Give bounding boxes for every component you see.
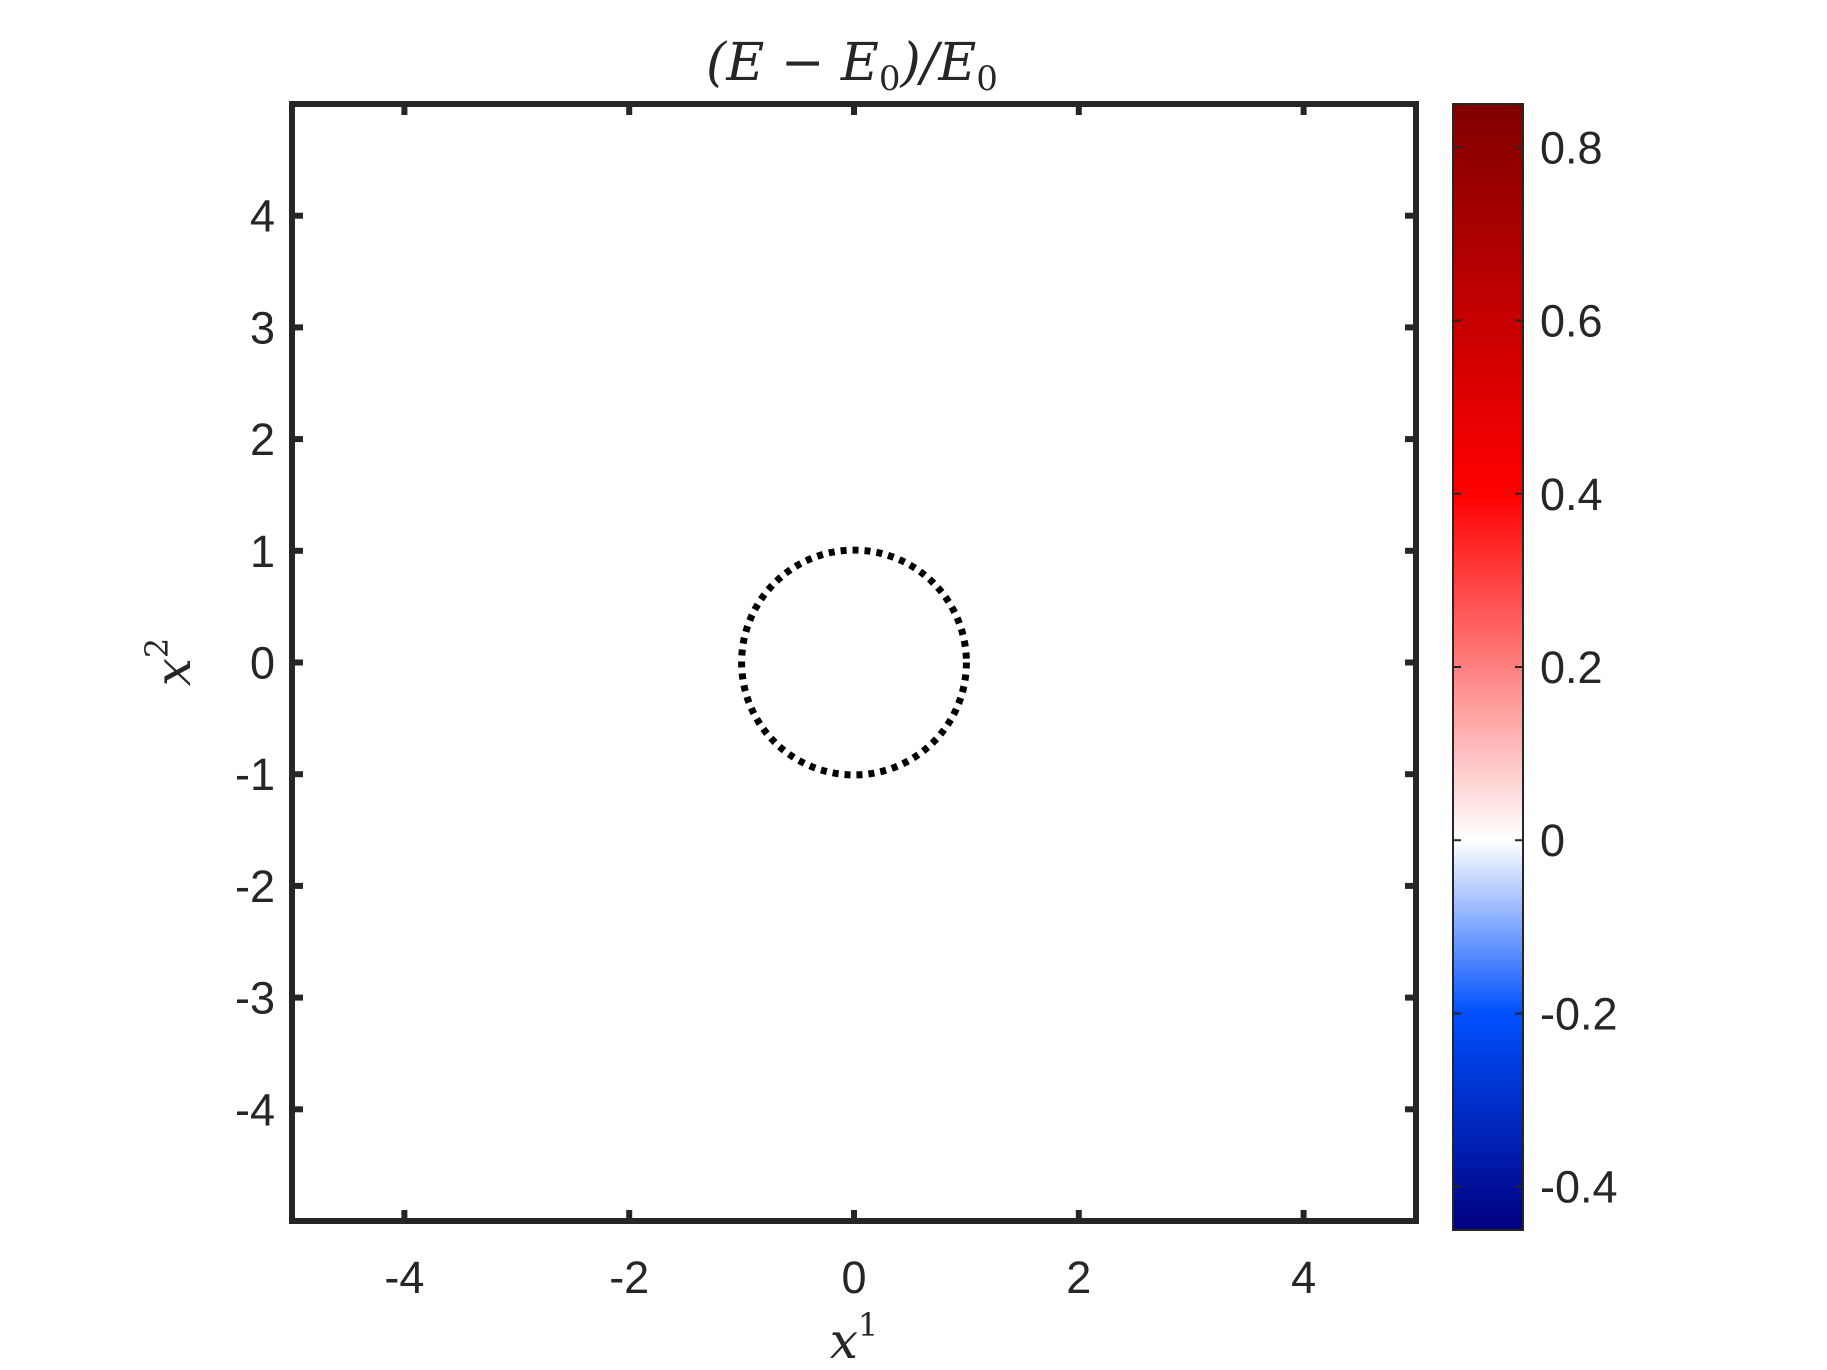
chart-title: (E − E0)/E0 <box>706 33 998 99</box>
x-axis-label-base: x <box>830 1312 858 1370</box>
colorbar-tick-label: 0 <box>1540 815 1565 866</box>
x-tick-label: 0 <box>841 1252 866 1303</box>
colorbar-tick-label: -0.2 <box>1540 988 1618 1039</box>
y-tick-label: 4 <box>250 191 275 242</box>
y-tick-label: 0 <box>250 638 275 689</box>
x-axis-label-sup: 1 <box>858 1306 878 1344</box>
colorbar <box>1453 104 1523 1230</box>
y-axis-label-sup: 2 <box>138 638 176 658</box>
x-tick-label: -2 <box>609 1252 649 1303</box>
y-tick-label: 2 <box>250 414 275 465</box>
dotted-circle <box>738 546 970 779</box>
title-subscript-1: 0 <box>879 59 901 99</box>
title-part-open: (E − E <box>706 33 879 93</box>
y-tick-label: 1 <box>250 526 275 577</box>
colorbar-tick-label: 0.8 <box>1540 122 1603 173</box>
colorbar-tick-label: 0.2 <box>1540 642 1603 693</box>
plot-area <box>292 104 1416 1221</box>
y-tick-label: -3 <box>235 973 275 1024</box>
y-tick-label: 3 <box>250 302 275 353</box>
y-tick-label: -1 <box>235 749 275 800</box>
colorbar-tick-label: 0.6 <box>1540 296 1603 347</box>
x-tick-label: -4 <box>384 1252 424 1303</box>
y-axis-label-base: x <box>144 658 202 686</box>
y-axis-label: x2 <box>138 638 202 687</box>
colorbar-tick-label: 0.4 <box>1540 469 1603 520</box>
x-tick-label: 2 <box>1066 1252 1091 1303</box>
y-tick-label: -2 <box>235 861 275 912</box>
title-part-mid: )/E <box>900 33 977 93</box>
y-tick-label: -4 <box>235 1084 275 1135</box>
x-axis-label: x1 <box>830 1306 879 1370</box>
title-subscript-2: 0 <box>976 59 998 99</box>
colorbar-frame <box>1452 103 1524 1231</box>
colorbar-tick-label: -0.4 <box>1540 1162 1618 1213</box>
colorbar-ticks: -0.4 -0.2 0 0.2 0.4 0.6 0.8 <box>1453 122 1618 1213</box>
plot-frame <box>289 101 1419 1224</box>
x-tick-label: 4 <box>1291 1252 1316 1303</box>
